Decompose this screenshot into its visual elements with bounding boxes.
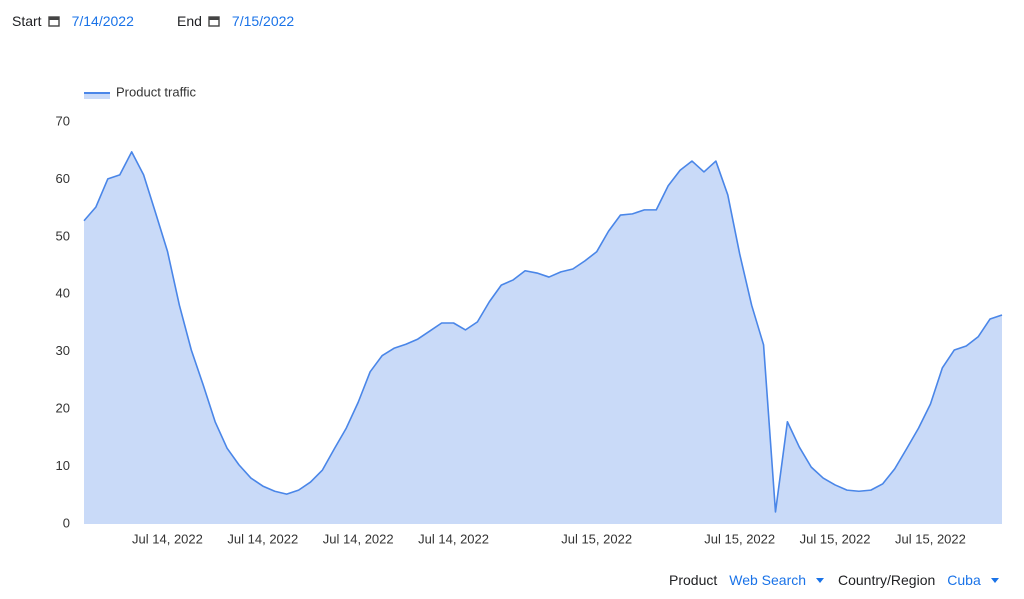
calendar-icon [208,16,220,27]
y-tick-label: 10 [56,458,70,473]
region-select[interactable]: Cuba [947,572,981,588]
x-tick-label: Jul 15, 2022 [895,531,966,546]
end-label: End [177,13,202,29]
dropdown-caret [990,577,999,583]
x-tick-label: Jul 15, 2022 [800,531,871,546]
line [83,151,1003,513]
product-label: Product [669,572,718,588]
region-control[interactable]: Country/Region Cuba [838,572,999,588]
x-tick-label: Jul 15, 2022 [704,531,775,546]
x-tick-label: Jul 14, 2022 [418,531,489,546]
y-tick-label: 30 [56,343,70,358]
start-date[interactable]: 7/14/2022 [71,13,134,29]
y-tick-label: 50 [56,228,70,243]
y-tick-label: 20 [56,401,70,416]
x-tick-label: Jul 15, 2022 [561,531,632,546]
dropdown-caret [816,577,825,583]
product-control[interactable]: Product Web Search [669,572,825,588]
y-tick-label: 70 [56,113,70,128]
end-control[interactable]: End 7/15/2022 [177,13,294,29]
legend-swatch [84,93,110,99]
x-tick-label: Jul 14, 2022 [227,531,298,546]
x-tick-label: Jul 14, 2022 [132,531,203,546]
start-control[interactable]: Start 7/14/2022 [12,13,134,29]
product-select[interactable]: Web Search [729,572,807,588]
start-label: Start [12,13,42,29]
legend-label: Product traffic [116,84,196,99]
end-date[interactable]: 7/15/2022 [231,13,295,29]
y-tick-label: 40 [56,286,70,301]
calendar-icon [47,16,60,27]
y-tick-label: 60 [56,171,70,186]
y-tick-label: 0 [63,515,70,530]
region-label: Country/Region [838,572,936,588]
area [84,151,1002,524]
x-tick-label: Jul 14, 2022 [323,531,394,546]
